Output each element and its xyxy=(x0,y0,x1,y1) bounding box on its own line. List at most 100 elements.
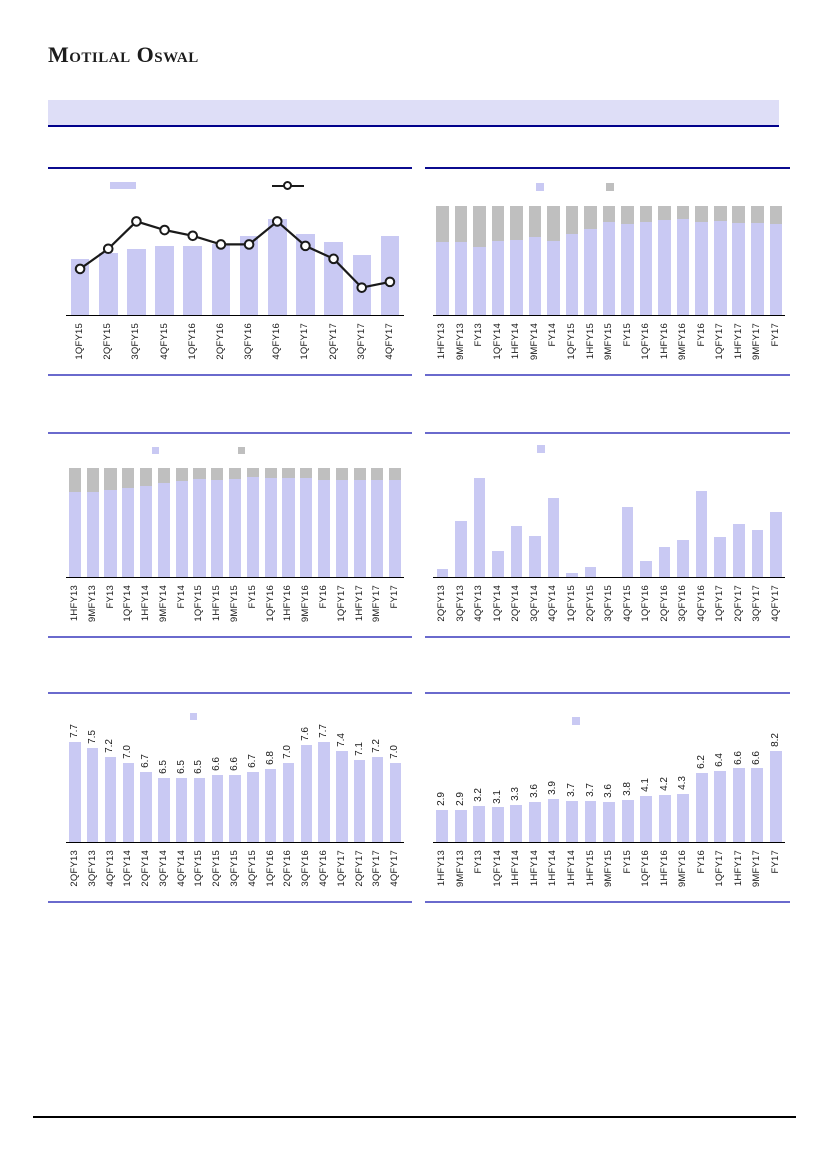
x-label-slot: 1HFY16 xyxy=(280,585,298,636)
x-axis-label: FY15 xyxy=(621,850,633,874)
bar xyxy=(455,520,467,577)
data-label: 7.0 xyxy=(122,745,134,759)
bar-slot xyxy=(563,436,582,577)
bar xyxy=(640,561,652,577)
bar xyxy=(211,244,231,315)
bar xyxy=(566,573,578,577)
bar xyxy=(69,741,81,842)
bar xyxy=(640,796,653,842)
bar-series-legend-swatch xyxy=(537,445,545,453)
x-label-slot: 1QFY15 xyxy=(191,585,209,636)
x-axis-label: 2QFY15 xyxy=(102,323,114,360)
x-label-slot: 3QFY13 xyxy=(452,585,471,636)
x-axis-label: 3QFY13 xyxy=(454,585,466,622)
bar-slot xyxy=(280,436,298,577)
gray-series-legend-swatch xyxy=(606,183,614,191)
bar-slot xyxy=(730,436,749,577)
x-label-slot: 9MFY13 xyxy=(452,850,471,901)
x-axis-label: FY13 xyxy=(473,850,485,874)
x-axis-label: 1QFY17 xyxy=(335,585,347,622)
gray-segment xyxy=(140,468,153,486)
bar-slot: 7.6 xyxy=(297,696,315,842)
x-label-slot: 2QFY16 xyxy=(655,585,674,636)
bar xyxy=(175,778,188,842)
x-label-slot: 1QFY15 xyxy=(563,585,582,636)
x-label-slot: 1HFY14 xyxy=(507,323,526,374)
x-axis-label: 3QFY15 xyxy=(130,323,142,360)
data-label: 7.5 xyxy=(86,729,98,744)
gray-segment xyxy=(211,468,224,481)
gray-segment xyxy=(713,205,727,221)
plot-area: 2.9 2.9 3.2 3.1 3.3 3.6 3.9 3.7 3.7 3.6 3.8 4.1 4.2 4… xyxy=(433,696,785,843)
stacked-bar xyxy=(335,436,348,577)
purple-segment xyxy=(584,228,597,315)
purple-segment xyxy=(193,479,206,577)
purple-segment xyxy=(435,241,449,315)
bar xyxy=(436,569,448,577)
bar-slot: 7.2 xyxy=(369,696,387,842)
x-label-slot: 3QFY16 xyxy=(235,323,263,374)
bar xyxy=(658,547,671,577)
gray-segment xyxy=(371,468,384,481)
bar xyxy=(282,762,295,842)
x-label-slot: 1HFY17 xyxy=(351,585,369,636)
stacked-bar xyxy=(389,436,402,577)
stacked-bar xyxy=(658,171,671,315)
bar-slot: 6.6 xyxy=(748,696,767,842)
x-label-slot: FY14 xyxy=(173,585,191,636)
x-label-slot: 2QFY13 xyxy=(433,585,452,636)
x-axis-label: 1QFY17 xyxy=(714,323,726,360)
x-axis-label: 1QFY17 xyxy=(299,323,311,360)
gray-segment xyxy=(658,205,671,220)
x-label-slot: 1HFY13 xyxy=(433,323,452,374)
gray-segment xyxy=(584,205,597,229)
x-axis-label: 9MFY15 xyxy=(229,585,241,623)
data-label: 7.7 xyxy=(318,723,330,738)
stacked-bar xyxy=(695,171,708,315)
data-label: 3.8 xyxy=(621,781,633,796)
x-axis-label: 9MFY17 xyxy=(751,850,763,888)
x-label-slot: 1HFY13 xyxy=(66,585,84,636)
x-axis-label: 1HFY15 xyxy=(584,323,596,360)
x-axis-label: 4QFY14 xyxy=(175,850,187,887)
purple-segment xyxy=(175,481,188,577)
stacked-bar xyxy=(769,171,783,315)
purple-segment xyxy=(104,490,117,577)
x-axis-label: FY14 xyxy=(175,585,187,609)
bar-slot xyxy=(244,436,262,577)
data-label: 7.0 xyxy=(282,745,294,759)
bar-slot xyxy=(637,171,656,315)
bar-slot xyxy=(507,171,526,315)
data-label: 3.9 xyxy=(547,780,559,795)
stacked-bar xyxy=(510,171,523,315)
x-axis-label: 1QFY15 xyxy=(74,323,86,360)
gray-segment xyxy=(264,468,277,479)
bar-slot: 7.7 xyxy=(66,696,84,842)
purple-segment xyxy=(140,485,153,577)
data-label: 3.3 xyxy=(510,787,522,802)
gray-segment xyxy=(104,468,117,491)
purple-segment xyxy=(246,477,259,577)
x-axis-label: 1QFY14 xyxy=(122,850,134,887)
x-label-slot: FY15 xyxy=(618,850,637,901)
stacked-bar xyxy=(318,436,331,577)
x-axis-label: 1QFY15 xyxy=(193,585,205,622)
purple-segment xyxy=(68,492,81,577)
x-label-slot: FY16 xyxy=(692,850,711,901)
x-label-slot: FY14 xyxy=(544,323,563,374)
x-label-slot: 3QFY16 xyxy=(674,585,693,636)
x-label-slot: 3QFY17 xyxy=(748,585,767,636)
gray-segment xyxy=(751,205,764,224)
bar-slot xyxy=(433,436,452,577)
x-axis-label: 4QFY15 xyxy=(621,585,633,622)
gray-segment xyxy=(122,468,135,488)
x-label-slot: 3QFY16 xyxy=(297,850,315,901)
purple-segment xyxy=(491,240,505,315)
x-label-slot: 2QFY17 xyxy=(320,323,348,374)
data-label: 4.2 xyxy=(658,777,670,792)
bar-slot xyxy=(581,171,600,315)
bar xyxy=(140,772,152,842)
x-axis-label: FY13 xyxy=(473,323,485,347)
bar-slot: 6.8 xyxy=(262,696,280,842)
bar xyxy=(473,478,486,577)
